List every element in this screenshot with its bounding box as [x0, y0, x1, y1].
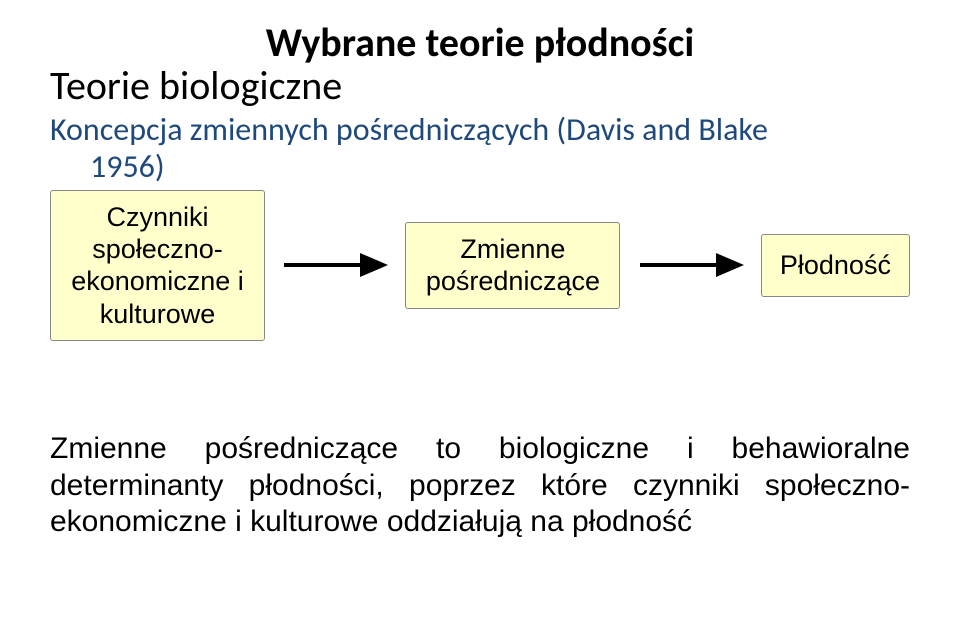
fertility-label: Płodność: [780, 250, 891, 280]
box-fertility: Płodność: [761, 234, 910, 296]
subtitle-line-2: 1956): [90, 149, 165, 186]
arrow-1: [280, 247, 390, 283]
title-line-1: Wybrane teorie płodności: [50, 18, 910, 67]
arrow-right-icon: [636, 247, 746, 283]
arrow-2: [636, 247, 746, 283]
factors-line-4: kulturowe: [100, 299, 216, 329]
factors-line-3: ekonomiczne i: [71, 266, 244, 296]
body-paragraph: Zmienne pośredniczące to biologiczne i b…: [50, 431, 910, 541]
box-variables: Zmienne pośredniczące: [405, 222, 620, 309]
factors-line-1: Czynniki: [106, 202, 208, 232]
variables-line-1: Zmienne: [460, 234, 565, 264]
title-line-2: Teorie biologiczne: [50, 61, 910, 110]
subtitle-line-1: Koncepcja zmiennych pośredniczących (Dav…: [50, 110, 768, 149]
subtitle: Koncepcja zmiennych pośredniczących (Dav…: [50, 112, 910, 186]
box-factors: Czynniki społeczno- ekonomiczne i kultur…: [50, 190, 265, 342]
slide-container: Wybrane teorie płodności Teorie biologic…: [0, 0, 960, 643]
variables-line-2: pośredniczące: [426, 266, 600, 296]
flow-diagram: Czynniki społeczno- ekonomiczne i kultur…: [50, 190, 910, 342]
arrow-right-icon: [280, 247, 390, 283]
factors-line-2: społeczno-: [92, 234, 223, 264]
